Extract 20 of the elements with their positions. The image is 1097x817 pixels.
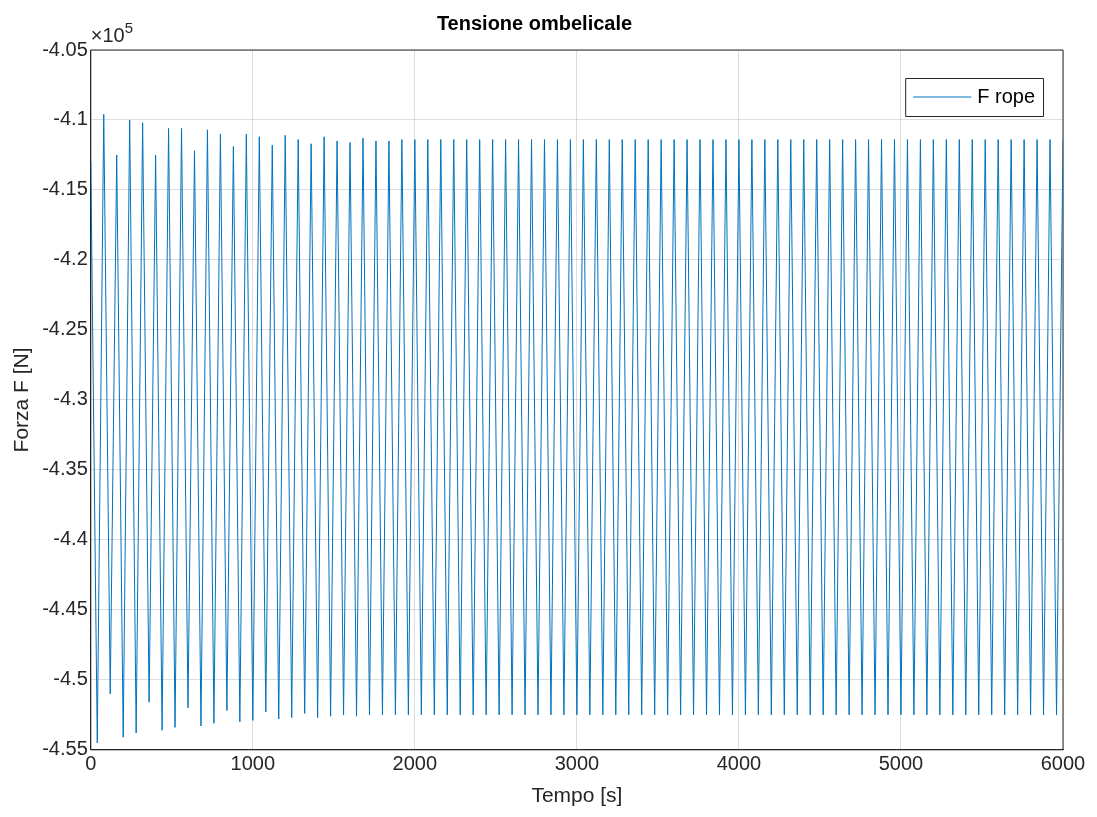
x-tick-label: 3000 bbox=[554, 752, 600, 775]
y-axis-title: Forza F [N] bbox=[9, 347, 33, 453]
y-tick-label: -4.05 bbox=[42, 37, 88, 60]
y-tick-label: -4.1 bbox=[53, 107, 88, 130]
chart-title: Tensione ombelicale bbox=[436, 11, 633, 34]
y-tick-label: -4.5 bbox=[53, 667, 88, 690]
y-tick-label: -4.15 bbox=[42, 177, 88, 200]
x-tick-label: 5000 bbox=[878, 752, 924, 775]
x-tick-label: 6000 bbox=[1040, 752, 1086, 775]
y-tick-label: -4.45 bbox=[42, 597, 88, 620]
x-tick-label: 2000 bbox=[392, 752, 438, 775]
x-tick-label: 4000 bbox=[716, 752, 762, 775]
x-tick-label: 1000 bbox=[230, 752, 276, 775]
x-axis-title: Tempo [s] bbox=[531, 783, 623, 807]
y-tick-label: -4.2 bbox=[53, 247, 88, 270]
y-tick-label: -4.4 bbox=[53, 527, 88, 550]
y-tick-label: -4.25 bbox=[42, 317, 88, 340]
y-tick-label: -4.3 bbox=[53, 387, 88, 410]
legend-label: F rope bbox=[977, 84, 1036, 107]
y-tick-label: -4.35 bbox=[42, 457, 88, 480]
